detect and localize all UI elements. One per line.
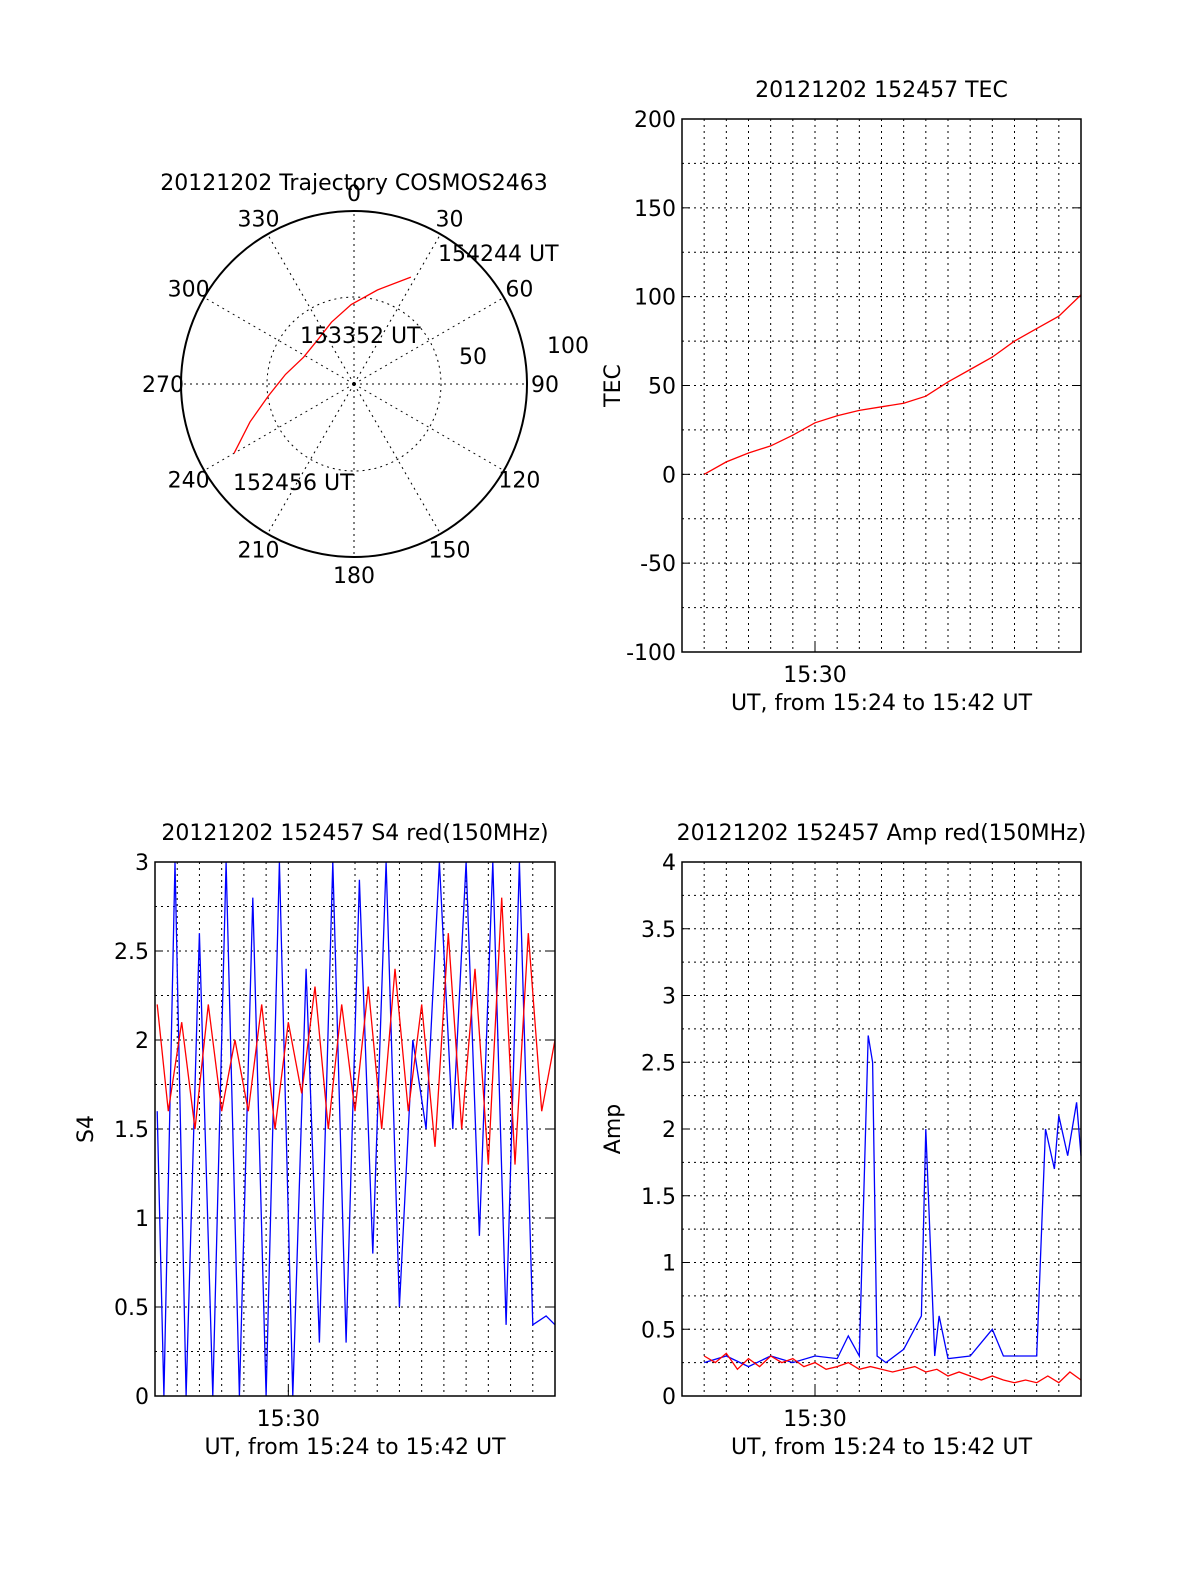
- tec-ytick-label: -100: [626, 641, 676, 666]
- amp-ytick-label: 0: [662, 1385, 676, 1410]
- tec-ytick-label: 50: [648, 375, 676, 400]
- amp-ytick-label: 3.5: [641, 918, 676, 943]
- amp-series-red: [703, 1352, 1082, 1384]
- polar-azimuth-label: 30: [436, 208, 464, 233]
- polar-azimuth-label: 0: [347, 182, 361, 207]
- s4-chart: 20121202 152457 S4 red(150MHz) 3 2.5 2 1.5 1 0…: [74, 821, 556, 1460]
- s4-ytick-label: 2.5: [114, 940, 149, 965]
- polar-spoke: [267, 233, 355, 385]
- tec-xtick-label: 15:30: [783, 663, 846, 688]
- polar-azimuth-label: 270: [142, 373, 184, 398]
- polar-title: 20121202 Trajectory COSMOS2463: [160, 171, 547, 196]
- amp-ytick-label: 1: [662, 1252, 676, 1277]
- s4-ytick-label: 3: [135, 851, 149, 876]
- tec-ytick-label: -50: [640, 552, 676, 577]
- amp-ytick-label: 1.5: [641, 1185, 676, 1210]
- s4-series-blue: [156, 861, 556, 1397]
- s4-xtick-label: 15:30: [257, 1407, 320, 1432]
- polar-azimuth-label: 300: [168, 278, 210, 303]
- polar-azimuth-label: 60: [505, 278, 533, 303]
- tec-title: 20121202 152457 TEC: [755, 78, 1008, 103]
- s4-xlabel: UT, from 15:24 to 15:42 UT: [204, 1435, 506, 1460]
- amp-series-blue: [704, 1035, 1082, 1368]
- amp-ytick-label: 2.5: [641, 1051, 676, 1076]
- polar-azimuth-label: 90: [531, 373, 559, 398]
- s4-ytick-label: 0.5: [114, 1296, 149, 1321]
- polar-spoke: [203, 297, 355, 385]
- tec-ylabel: TEC: [601, 364, 626, 408]
- s4-title: 20121202 152457 S4 red(150MHz): [161, 821, 548, 846]
- polar-spoke: [203, 383, 355, 471]
- polar-spokes: [181, 211, 527, 557]
- s4-ytick-label: 1.5: [114, 1118, 149, 1143]
- amp-title: 20121202 152457 Amp red(150MHz): [677, 821, 1087, 846]
- tec-series-red: [703, 294, 1082, 475]
- amp-frame: [681, 861, 1082, 1397]
- amp-xlabel: UT, from 15:24 to 15:42 UT: [731, 1435, 1033, 1460]
- tec-xlabel: UT, from 15:24 to 15:42 UT: [731, 691, 1033, 716]
- tec-ytick-label: 100: [634, 286, 676, 311]
- s4-series-red: [156, 897, 556, 1165]
- s4-ytick-label: 2: [135, 1029, 149, 1054]
- tec-frame: [681, 118, 1082, 653]
- polar-radial-label-100: 100: [547, 334, 589, 359]
- amp-ytick-label: 0.5: [641, 1318, 676, 1343]
- amp-chart: 20121202 152457 Amp red(150MHz)4 3.5 3 2.5 2…: [601, 821, 1086, 1460]
- polar-azimuth-label: 180: [333, 564, 375, 589]
- s4-frame: [154, 861, 556, 1397]
- annotation-mid-time: 153352 UT: [300, 324, 421, 349]
- polar-azimuth-label: 120: [498, 469, 540, 494]
- amp-ytick-label: 4: [662, 851, 676, 876]
- polar-spoke: [353, 383, 505, 471]
- amp-ytick-label: 3: [662, 985, 676, 1010]
- tec-ytick-label: 150: [634, 197, 676, 222]
- polar-spoke: [353, 383, 441, 535]
- s4-ytick-label: 1: [135, 1207, 149, 1232]
- tec-chart: 20121202 152457 TEC 200 150 100 50 0 -50 -100 15…: [601, 78, 1082, 716]
- polar-azimuth-labels: 0 30 60 90 120 150 180 210 240 270 300 330: [142, 182, 559, 589]
- trajectory-polar-chart: 20121202 Trajectory COSMOS2463 0 30 60 90 12…: [142, 171, 589, 589]
- amp-xtick-label: 15:30: [783, 1407, 846, 1432]
- amp-ylabel: Amp: [601, 1104, 626, 1154]
- annotation-end-time: 154244 UT: [438, 242, 559, 267]
- annotation-start-time: 152456 UT: [233, 471, 354, 496]
- polar-azimuth-label: 330: [238, 208, 280, 233]
- polar-outer-ring: [180, 210, 528, 558]
- polar-spoke: [353, 233, 441, 385]
- s4-ylabel: S4: [74, 1115, 99, 1143]
- polar-azimuth-label: 240: [168, 469, 210, 494]
- polar-azimuth-label: 150: [429, 538, 471, 563]
- trajectory-line: [233, 276, 412, 454]
- polar-azimuth-label: 210: [238, 538, 280, 563]
- polar-spoke: [353, 297, 505, 385]
- s4-ytick-label: 0: [135, 1385, 149, 1410]
- tec-ytick-label: 0: [662, 463, 676, 488]
- polar-radial-label-50: 50: [459, 345, 487, 370]
- polar-spoke: [267, 383, 355, 535]
- amp-ytick-label: 2: [662, 1118, 676, 1143]
- polar-inner-ring: [266, 296, 442, 472]
- tec-ytick-label: 200: [634, 108, 676, 133]
